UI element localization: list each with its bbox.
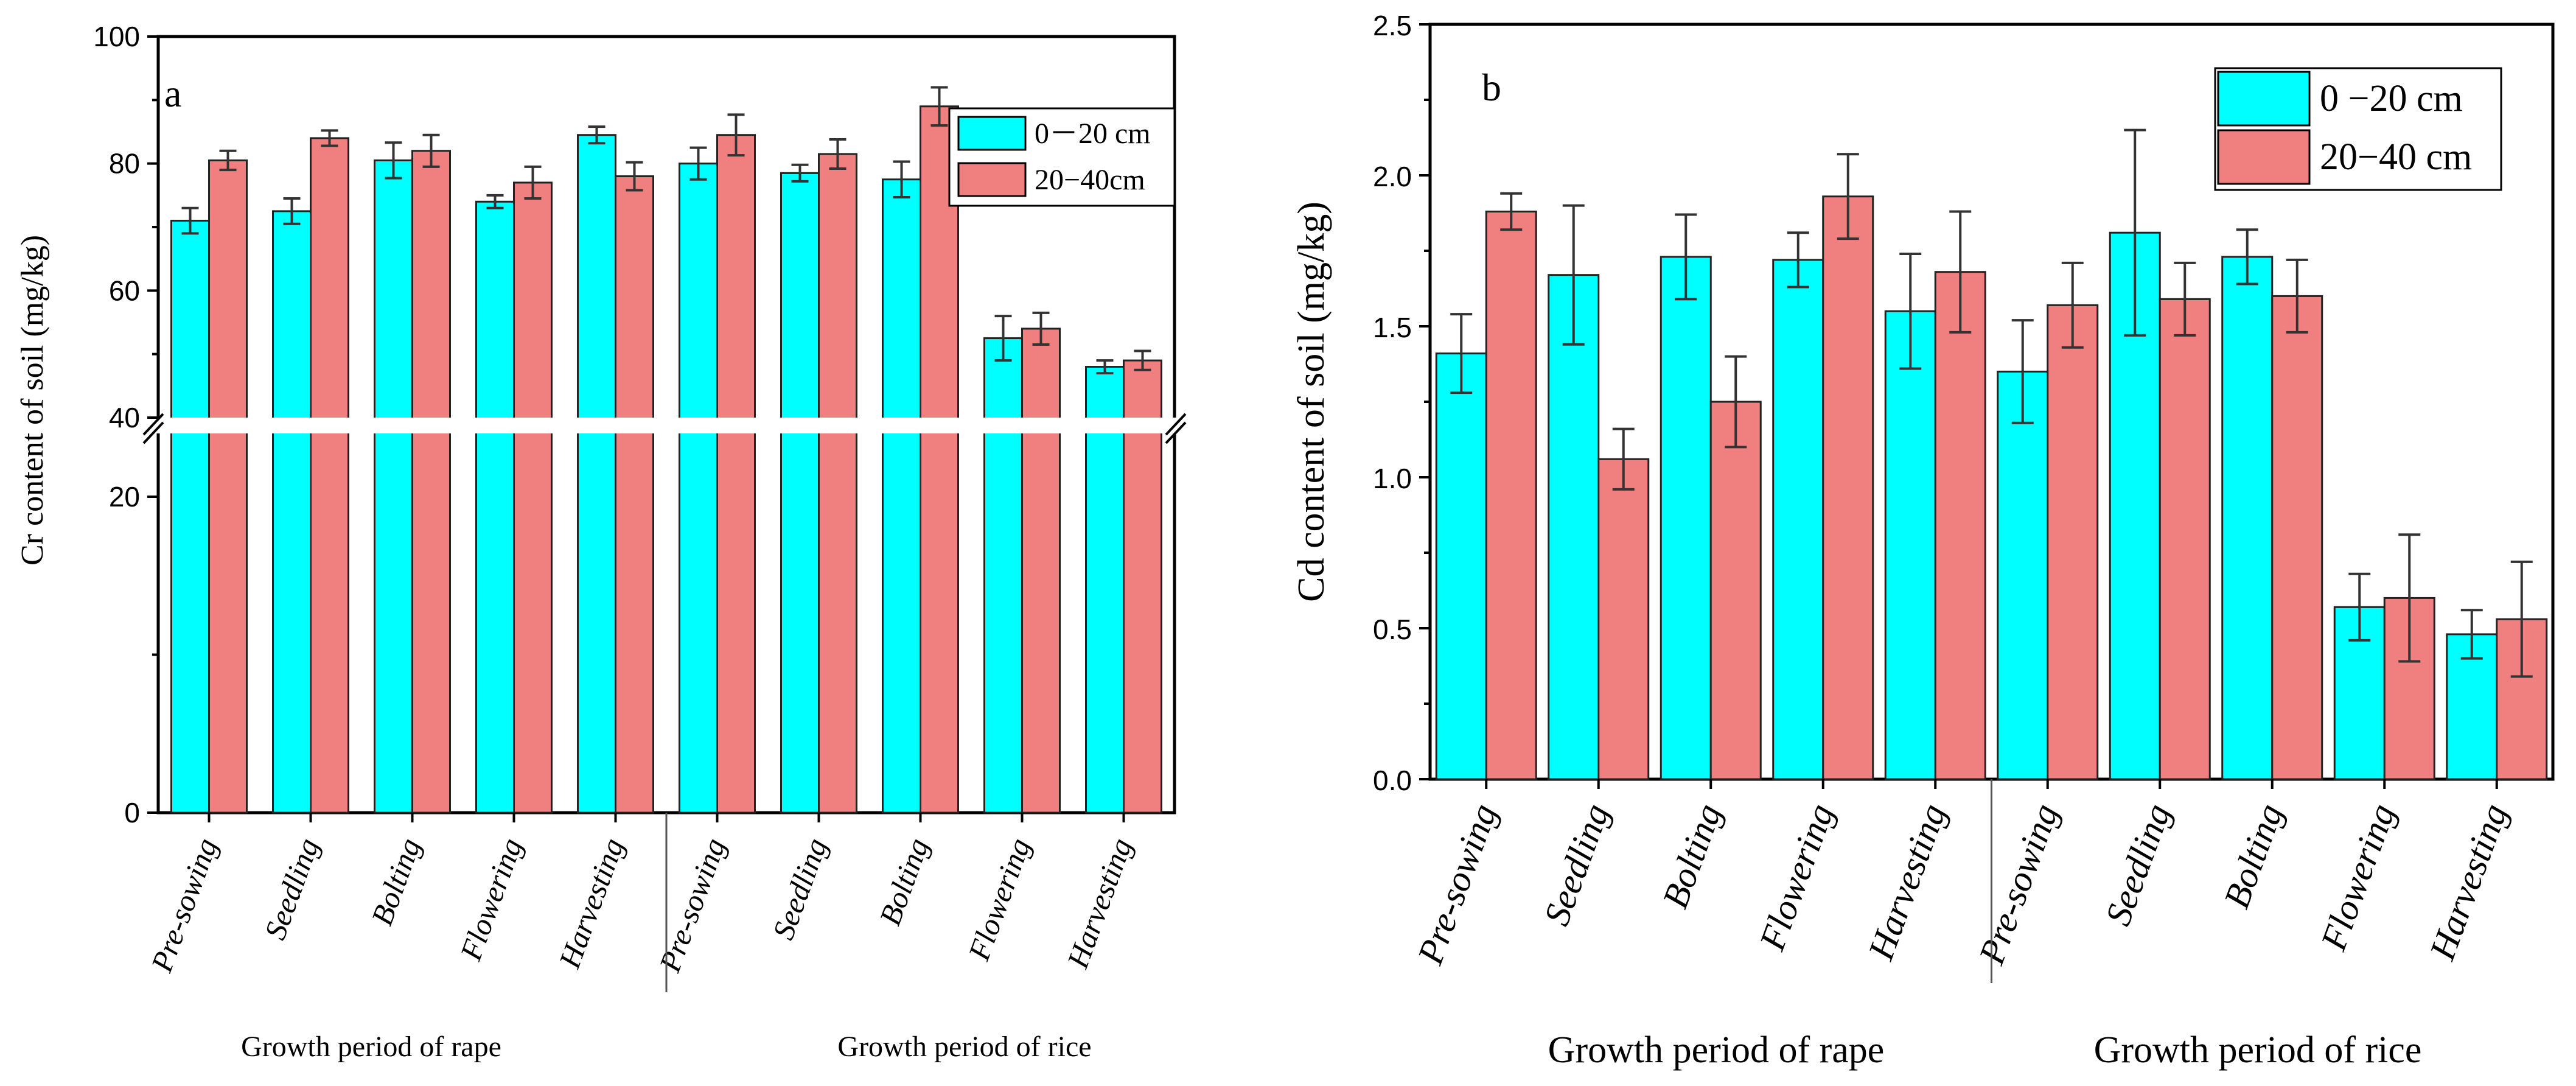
- bar-b-s0-3: [1772, 259, 1824, 780]
- xtick-label-a-2: Bolting: [365, 834, 427, 930]
- ytick-label-b-5: 2.5: [1373, 10, 1412, 41]
- ytick-label-a-2: 40: [109, 402, 140, 433]
- bar-a-s1-6: [818, 153, 857, 814]
- ytick-label-b-4: 2.0: [1373, 161, 1412, 192]
- xtick-label-b-1: Seedling: [1536, 799, 1617, 931]
- bar-a-s1-0: [208, 159, 248, 814]
- bar-b-s0-2: [1660, 256, 1712, 780]
- bar-a-s1-2: [411, 150, 451, 814]
- bar-a-s1-3: [513, 181, 553, 814]
- bar-b-s1-5: [2047, 304, 2099, 780]
- bar-a-s0-9: [1085, 366, 1125, 814]
- bar-b-s1-4: [1934, 271, 1986, 780]
- legend-label-b-0: 0 −20 cm: [2320, 78, 2463, 119]
- panel-letter-b: b: [1482, 66, 1501, 109]
- bar-a-s1-8: [1021, 328, 1061, 814]
- bar-b-s1-1: [1597, 458, 1650, 780]
- bar-b-s0-1: [1548, 274, 1600, 780]
- bar-a-s1-5: [716, 134, 756, 814]
- legend-label-a-0: 0－20 cm: [1035, 117, 1151, 150]
- bar-b-s0-4: [1884, 310, 1936, 780]
- ytick-label-b-3: 1.5: [1373, 312, 1412, 343]
- bar-a-s1-7: [920, 105, 959, 814]
- bar-a-s0-2: [374, 159, 413, 814]
- xtick-label-b-0: Pre-sowing: [1409, 799, 1504, 970]
- y-axis-label-b: Cd content of soil (mg/kg): [1291, 201, 1332, 602]
- bar-b-s0-7: [2221, 256, 2274, 780]
- break-mark-a: [1165, 421, 1187, 444]
- xtick-label-a-9: Harvesting: [1060, 834, 1139, 973]
- ytick-label-a-3: 60: [109, 275, 140, 306]
- y-axis-label-a: Cr content of soil (mg/kg): [15, 235, 50, 566]
- xtick-label-b-9: Harvesting: [2421, 799, 2515, 965]
- ytick-label-b-2: 1.0: [1373, 463, 1412, 494]
- legend-label-a-1: 20−40cm: [1035, 164, 1145, 196]
- xtick-label-a-8: Flowering: [962, 834, 1037, 965]
- bar-a-s0-4: [577, 134, 616, 814]
- group-label-b-rape: Growth period of rape: [1548, 1029, 1885, 1071]
- bar-a-s0-3: [475, 200, 515, 814]
- xtick-label-a-0: Pre-sowing: [144, 834, 224, 977]
- panel-letter-a: a: [164, 72, 181, 115]
- bar-a-s0-1: [272, 210, 312, 814]
- group-label-b-rice: Growth period of rice: [2094, 1029, 2422, 1071]
- xtick-label-b-6: Seedling: [2098, 799, 2179, 931]
- ytick-label-b-0: 0.0: [1373, 765, 1412, 796]
- xtick-label-a-1: Seedling: [257, 834, 326, 944]
- group-label-a-rape: Growth period of rape: [241, 1031, 501, 1063]
- bar-b-s1-3: [1822, 195, 1874, 780]
- bar-a-s1-4: [615, 175, 654, 814]
- xtick-label-b-3: Flowering: [1751, 799, 1841, 956]
- xtick-label-b-8: Flowering: [2313, 799, 2403, 956]
- ytick-label-a-4: 80: [109, 148, 140, 180]
- bar-b-s0-5: [1997, 370, 2049, 780]
- xtick-label-b-2: Bolting: [1655, 799, 1729, 914]
- bar-b-s0-8: [2333, 606, 2386, 780]
- ytick-label-a-0: 0: [124, 797, 140, 829]
- ytick-label-a-1: 20: [109, 481, 140, 513]
- legend-a: 0－20 cm 20−40cm: [948, 107, 1176, 207]
- xtick-label-a-6: Seedling: [766, 834, 834, 944]
- bar-b-s1-6: [2159, 298, 2211, 780]
- axis-break-gap-a: [134, 418, 1199, 433]
- bar-b-s0-0: [1435, 352, 1487, 780]
- panel-b: Pre-sowing Seedling Bolting Flowering Harves…: [1291, 10, 2555, 1071]
- legend-swatch-b-0: [2217, 71, 2311, 127]
- xtick-label-a-7: Bolting: [873, 834, 935, 930]
- legend-b: 0 −20 cm 20−40 cm: [2214, 67, 2502, 191]
- legend-swatch-a-1: [957, 162, 1027, 197]
- break-mark-a: [1165, 413, 1187, 436]
- ytick-label-b-1: 0.5: [1373, 614, 1412, 645]
- xtick-label-a-3: Flowering: [453, 834, 529, 965]
- group-label-a-rice: Growth period of rice: [837, 1031, 1091, 1063]
- bar-b-s1-2: [1709, 401, 1762, 780]
- bar-a-s0-7: [882, 178, 921, 814]
- legend-swatch-b-1: [2217, 129, 2311, 185]
- break-mark-a: [142, 421, 164, 444]
- bar-a-s1-1: [310, 137, 349, 814]
- bar-b-s1-0: [1485, 211, 1537, 780]
- break-mark-a: [142, 413, 164, 436]
- xtick-label-a-4: Harvesting: [552, 834, 630, 973]
- xtick-label-b-4: Harvesting: [1860, 799, 1954, 965]
- bar-a-s0-5: [679, 163, 718, 814]
- bar-b-s1-7: [2271, 295, 2323, 780]
- panel-a: Pre-sowing Seedling Bolting Flowering Harves…: [15, 21, 1199, 1063]
- xtick-label-a-5: Pre-sowing: [652, 834, 732, 977]
- bar-a-s0-0: [170, 220, 210, 814]
- xtick-label-b-5: Pre-sowing: [1971, 799, 2066, 970]
- xtick-label-b-7: Bolting: [2216, 799, 2291, 914]
- ytick-label-a-5: 100: [93, 21, 140, 52]
- bar-a-s0-8: [983, 337, 1023, 814]
- legend-label-b-1: 20−40 cm: [2320, 136, 2472, 178]
- legend-swatch-a-0: [957, 116, 1027, 151]
- bar-a-s0-6: [780, 172, 820, 814]
